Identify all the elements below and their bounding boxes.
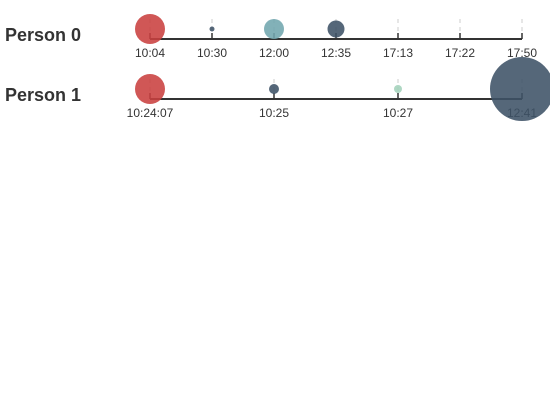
tick-label: 17:50 xyxy=(507,46,537,60)
data-point xyxy=(269,84,279,94)
row-label: Person 0 xyxy=(5,25,81,45)
tick-label: 12:35 xyxy=(321,46,351,60)
row-label: Person 1 xyxy=(5,85,81,105)
tick-label: 10:04 xyxy=(135,46,165,60)
data-point xyxy=(327,20,345,38)
data-point xyxy=(490,57,550,121)
data-point xyxy=(394,85,402,93)
tick-label: 10:24:07 xyxy=(127,106,174,120)
tick-label: 17:22 xyxy=(445,46,475,60)
data-point xyxy=(209,26,215,32)
tick-label: 12:00 xyxy=(259,46,289,60)
tick-label: 10:27 xyxy=(383,106,413,120)
data-point xyxy=(135,14,165,44)
data-point xyxy=(135,74,165,104)
tick-label: 10:30 xyxy=(197,46,227,60)
tick-label: 10:25 xyxy=(259,106,289,120)
data-point xyxy=(264,19,284,39)
tick-label: 17:13 xyxy=(383,46,413,60)
